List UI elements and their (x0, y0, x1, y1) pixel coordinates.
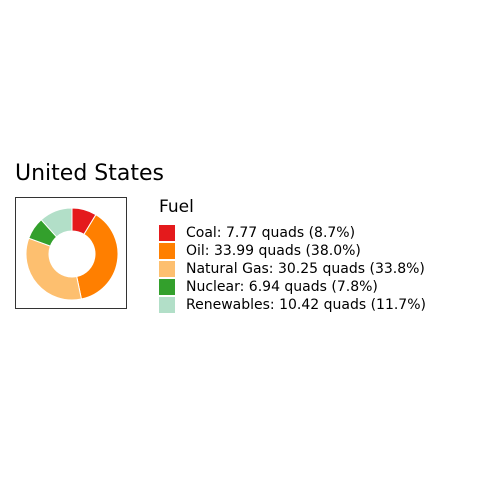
chart-title: United States (15, 161, 164, 186)
legend: Fuel Coal: 7.77 quads (8.7%) Oil: 33.99 … (159, 196, 426, 314)
legend-label-coal: Coal: 7.77 quads (8.7%) (186, 225, 356, 241)
legend-swatch-oil (159, 243, 175, 259)
donut-slice-natural-gas (25, 237, 82, 301)
donut-slice-oil (76, 214, 119, 300)
legend-label-renewables: Renewables: 10.42 quads (11.7%) (186, 297, 426, 313)
donut-chart-frame (15, 197, 127, 309)
legend-label-nuclear: Nuclear: 6.94 quads (7.8%) (186, 279, 378, 295)
donut-slice-renewables (40, 207, 73, 238)
legend-item-coal: Coal: 7.77 quads (8.7%) (159, 224, 426, 242)
legend-item-renewables: Renewables: 10.42 quads (11.7%) (159, 296, 426, 314)
legend-swatch-coal (159, 225, 175, 241)
legend-swatch-renewables (159, 297, 175, 313)
legend-label-natural-gas: Natural Gas: 30.25 quads (33.8%) (186, 261, 425, 277)
legend-label-oil: Oil: 33.99 quads (38.0%) (186, 243, 361, 259)
legend-title: Fuel (159, 197, 194, 217)
legend-swatch-natural-gas (159, 261, 175, 277)
legend-item-natural-gas: Natural Gas: 30.25 quads (33.8%) (159, 260, 426, 278)
legend-items: Coal: 7.77 quads (8.7%) Oil: 33.99 quads… (159, 224, 426, 314)
legend-item-nuclear: Nuclear: 6.94 quads (7.8%) (159, 278, 426, 296)
legend-item-oil: Oil: 33.99 quads (38.0%) (159, 242, 426, 260)
donut-chart (25, 207, 119, 301)
legend-swatch-nuclear (159, 279, 175, 295)
